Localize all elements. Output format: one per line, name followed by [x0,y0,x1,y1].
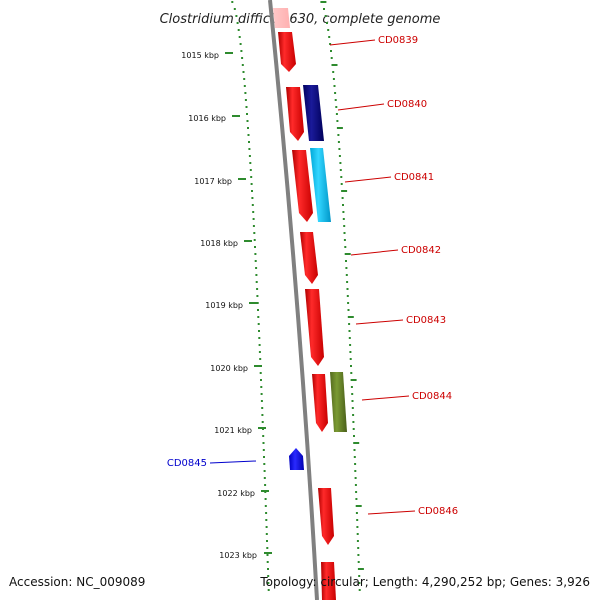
gene-feature-cd0844-a[interactable] [312,374,328,432]
gene-label-cd0840[interactable]: CD0840 [387,99,427,110]
gene-feature-cd0839[interactable] [278,32,296,72]
gene-label-cd0846[interactable]: CD0846 [418,506,458,517]
leader-cd0845 [209,460,257,464]
scale-ticks [225,52,272,554]
leader-cd0846 [367,510,416,515]
gene-feature-cd0841-b[interactable] [310,148,331,222]
kbp-label: 1017 kbp [194,177,232,186]
leader-cd0843 [355,319,404,325]
gene-label-cd0844[interactable]: CD0844 [412,391,452,402]
scale-labels: 1015 kbp 1016 kbp 1017 kbp 1018 kbp 1019… [181,51,257,560]
kbp-label: 1019 kbp [205,301,243,310]
gene-feature-cd0846[interactable] [318,488,334,545]
gene-label-cd0845[interactable]: CD0845 [167,458,207,469]
gene-feature-cd0845[interactable] [289,448,304,470]
kbp-label: 1018 kbp [200,239,238,248]
kbp-label: 1015 kbp [181,51,219,60]
accession-text: Accession: NC_009089 [9,575,145,589]
gene-label-cd0842[interactable]: CD0842 [401,245,441,256]
leader-cd0844 [361,395,410,401]
gene-label-cd0841[interactable]: CD0841 [394,172,434,183]
kbp-label: 1023 kbp [219,551,257,560]
leader-cd0840 [337,103,385,111]
leader-cd0839 [329,39,376,46]
gene-feature-cd0841-a[interactable] [292,150,313,222]
gc-skew-track-right [320,1,364,591]
label-leaders [209,39,416,515]
leader-cd0842 [350,249,399,256]
kbp-label: 1020 kbp [210,364,248,373]
kbp-label: 1022 kbp [217,489,255,498]
gene-feature-cd0840-b[interactable] [303,85,324,141]
kbp-label: 1016 kbp [188,114,226,123]
gc-skew-track-left [231,1,270,591]
genome-title: Clostridium difficile 630, complete geno… [160,12,441,27]
gene-feature-cd0844-b[interactable] [330,372,347,432]
gene-feature-partial-bottom[interactable] [321,562,336,600]
genome-backbone [268,0,319,600]
gene-labels: CD0839 CD0840 CD0841 CD0842 CD0843 CD084… [167,35,458,517]
gene-feature-cd0842[interactable] [300,232,318,284]
kbp-label: 1021 kbp [214,426,252,435]
features [273,8,347,600]
gene-feature-cd0840-a[interactable] [286,87,304,141]
gene-label-cd0839[interactable]: CD0839 [378,35,418,46]
gene-feature-cd0843[interactable] [305,289,324,366]
leader-cd0841 [344,176,392,183]
gene-feature-partial[interactable] [273,8,290,28]
topology-text: Topology: circular; Length: 4,290,252 bp… [259,575,590,589]
gene-label-cd0843[interactable]: CD0843 [406,315,446,326]
